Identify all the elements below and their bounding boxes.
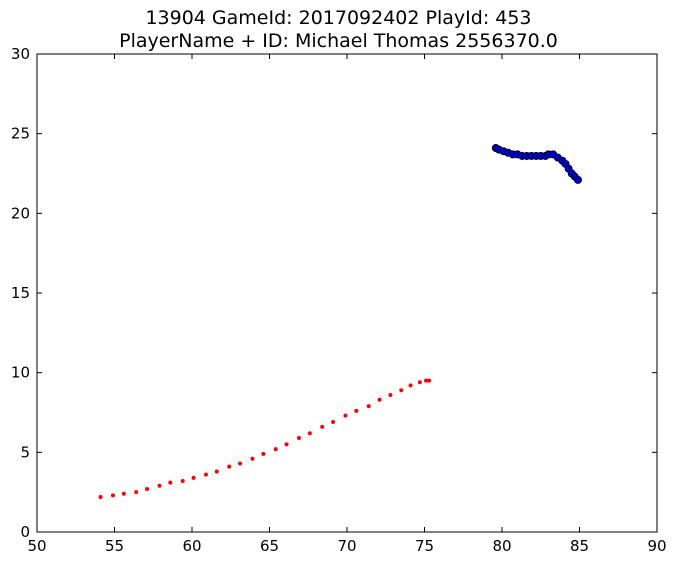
data-point	[307, 431, 312, 436]
data-point	[261, 451, 266, 456]
data-point	[180, 479, 185, 484]
y-tick-label: 5	[20, 443, 30, 461]
x-tick-label: 75	[415, 537, 434, 555]
data-point	[354, 408, 359, 413]
data-marks	[98, 144, 582, 499]
data-point	[145, 486, 150, 491]
data-point	[320, 424, 325, 429]
data-point	[191, 475, 196, 480]
data-point	[296, 435, 301, 440]
data-point	[377, 397, 382, 402]
data-point	[227, 464, 232, 469]
data-point	[110, 493, 115, 498]
x-tick-label: 80	[492, 537, 511, 555]
y-tick-label: 20	[11, 204, 30, 222]
data-point	[214, 469, 219, 474]
y-tick-label: 15	[11, 284, 30, 302]
data-point	[388, 392, 393, 397]
data-point	[134, 490, 139, 495]
data-point	[573, 175, 582, 184]
y-tick-label: 10	[11, 364, 30, 382]
data-point	[366, 404, 371, 409]
data-point	[424, 378, 429, 383]
x-tick-label: 60	[182, 537, 201, 555]
data-point	[98, 494, 103, 499]
x-tick-label: 90	[647, 537, 666, 555]
x-tick-label: 85	[570, 537, 589, 555]
x-tick-label: 50	[27, 537, 46, 555]
data-point	[399, 388, 404, 393]
y-tick-label: 0	[20, 523, 30, 541]
series-1	[491, 144, 582, 184]
data-point	[417, 380, 422, 385]
data-point	[157, 483, 162, 488]
axis-ticks: 50 55 60 65 70 75 80 85 90 0 5 10 15 20 25 30	[11, 45, 667, 555]
data-point	[343, 413, 348, 418]
data-point	[238, 461, 243, 466]
data-point	[250, 456, 255, 461]
chart-title-line-2: PlayerName + ID: Michael Thomas 2556370.…	[119, 30, 558, 52]
y-tick-label: 25	[11, 125, 30, 143]
data-point	[427, 378, 432, 383]
data-point	[203, 472, 208, 477]
x-tick-label: 65	[260, 537, 279, 555]
chart-title-line-1: 13904 GameId: 2017092402 PlayId: 453	[145, 7, 532, 29]
x-tick-label: 55	[105, 537, 124, 555]
series-0	[98, 378, 432, 499]
data-point	[121, 491, 126, 496]
data-point	[284, 442, 289, 447]
data-point	[408, 383, 413, 388]
y-tick-label: 30	[11, 45, 30, 63]
x-tick-label: 70	[337, 537, 356, 555]
data-point	[331, 420, 336, 425]
data-point	[273, 447, 278, 452]
plot-frame	[36, 53, 658, 533]
data-point	[168, 480, 173, 485]
